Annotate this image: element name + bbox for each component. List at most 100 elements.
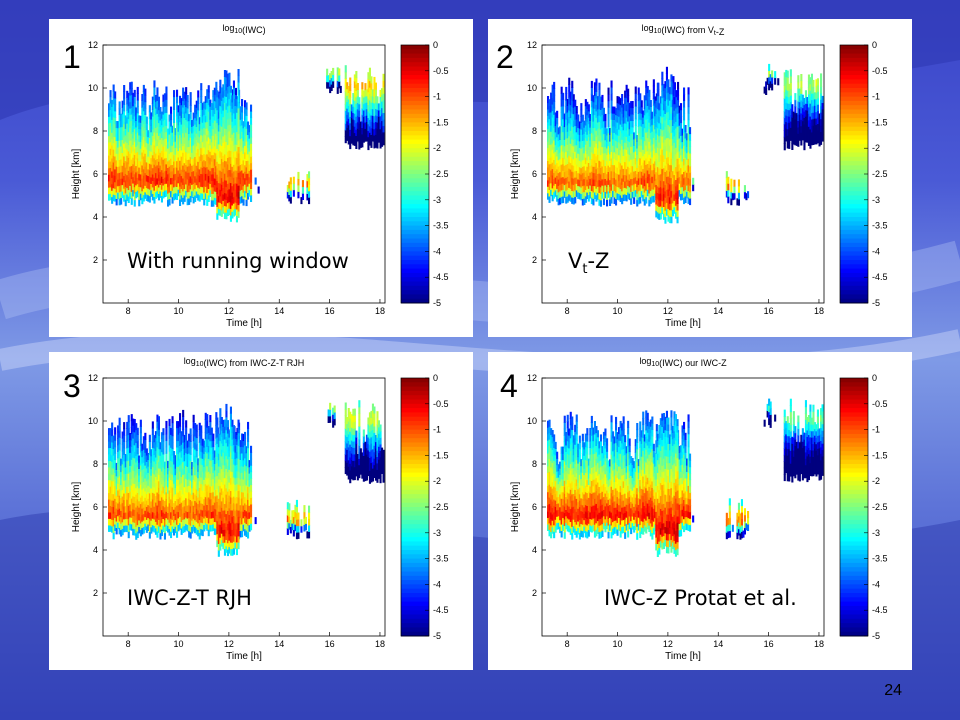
heatmap-cell xyxy=(609,186,612,194)
heatmap-cell xyxy=(550,150,553,158)
heatmap-cell xyxy=(222,110,225,118)
heatmap-cell xyxy=(130,152,133,160)
heatmap-cell xyxy=(599,109,602,117)
heatmap-cell xyxy=(242,140,245,148)
heatmap-cell xyxy=(168,172,171,180)
heatmap-cell xyxy=(645,183,648,191)
heatmap-cell xyxy=(289,177,292,185)
heatmap-cell xyxy=(117,140,120,148)
heatmap-cell xyxy=(816,136,819,144)
heatmap-cell xyxy=(587,188,590,196)
heatmap-cell xyxy=(219,182,222,190)
heatmap-cell xyxy=(159,526,162,534)
heatmap-cell xyxy=(126,512,129,520)
heatmap-cell xyxy=(153,183,156,191)
heatmap-cell xyxy=(346,108,349,116)
heatmap-cell xyxy=(150,157,153,165)
heatmap-cell xyxy=(203,159,206,167)
heatmap-cell xyxy=(584,182,587,190)
heatmap-cell xyxy=(198,188,201,196)
heatmap-cell xyxy=(569,169,572,177)
heatmap-cell xyxy=(145,525,148,533)
heatmap-cell xyxy=(356,83,359,90)
heatmap-cell xyxy=(159,493,162,501)
heatmap-cell xyxy=(162,499,165,507)
heatmap-cell xyxy=(557,191,560,199)
heatmap-cell xyxy=(652,188,655,196)
heatmap-cell xyxy=(108,161,111,169)
heatmap-cell xyxy=(651,118,654,126)
heatmap-cell xyxy=(121,508,124,516)
heatmap-cell xyxy=(138,167,141,175)
heatmap-cell xyxy=(625,123,628,131)
heatmap-cell xyxy=(675,90,678,98)
heatmap-cell xyxy=(153,177,156,185)
heatmap-cell xyxy=(163,493,166,501)
heatmap-cell xyxy=(637,139,640,147)
heatmap-cell xyxy=(362,129,365,137)
heatmap-cell xyxy=(791,123,794,131)
heatmap-cell xyxy=(195,126,198,134)
heatmap-cell xyxy=(124,192,127,200)
heatmap-cell xyxy=(580,122,583,130)
heatmap-cell xyxy=(108,524,111,532)
heatmap-cell xyxy=(136,93,139,101)
heatmap-cell xyxy=(580,141,583,149)
heatmap-cell xyxy=(801,120,804,128)
heatmap-cell xyxy=(160,131,163,139)
heatmap-cell xyxy=(554,151,557,159)
heatmap-cell xyxy=(182,94,185,102)
heatmap-cell xyxy=(163,164,166,172)
heatmap-cell xyxy=(619,117,622,125)
heatmap-cell xyxy=(129,95,132,103)
heatmap-cell xyxy=(162,512,165,519)
colorbar-segment xyxy=(401,285,429,291)
heatmap-cell xyxy=(135,191,138,199)
heatmap-cell xyxy=(153,441,156,449)
heatmap-cell xyxy=(550,124,553,132)
heatmap-cell xyxy=(651,189,654,197)
heatmap-cell xyxy=(631,178,634,186)
heatmap-cell xyxy=(180,123,183,131)
heatmap-cell xyxy=(139,510,142,517)
heatmap-cell xyxy=(800,74,803,82)
heatmap-cell xyxy=(229,98,232,106)
heatmap-cell xyxy=(571,119,574,127)
heatmap-cell xyxy=(370,127,373,135)
heatmap-cell xyxy=(124,121,127,129)
heatmap-cell xyxy=(141,495,144,503)
heatmap-cell xyxy=(111,480,114,488)
heatmap-cell xyxy=(147,194,150,202)
heatmap-cell xyxy=(171,138,174,146)
colorbar-segment xyxy=(401,290,429,295)
heatmap-cell xyxy=(191,152,194,160)
title-subscript: t xyxy=(714,30,716,37)
heatmap-cell xyxy=(344,103,347,111)
heatmap-cell xyxy=(628,193,631,201)
heatmap-cell xyxy=(127,118,130,126)
heatmap-cell xyxy=(553,140,556,147)
heatmap-cell xyxy=(129,120,132,128)
heatmap-cell xyxy=(661,194,664,202)
heatmap-cell xyxy=(138,199,141,207)
heatmap-cell xyxy=(553,172,556,180)
heatmap-cell xyxy=(649,177,652,185)
heatmap-cell xyxy=(677,88,680,96)
heatmap-cell xyxy=(157,513,160,520)
heatmap-cell xyxy=(148,467,151,475)
heatmap-cell xyxy=(235,150,238,158)
heatmap-cell xyxy=(689,172,692,180)
heatmap-cell xyxy=(584,105,587,113)
heatmap-cell xyxy=(587,175,590,183)
heatmap-cell xyxy=(245,121,248,129)
heatmap-cell xyxy=(595,162,598,170)
heatmap-cell xyxy=(135,436,138,444)
heatmap-cell xyxy=(362,109,365,117)
heatmap-cell xyxy=(191,190,194,198)
heatmap-cell xyxy=(154,495,157,503)
heatmap-cell xyxy=(587,123,590,131)
heatmap-cell xyxy=(223,70,226,77)
heatmap-cell xyxy=(189,111,192,119)
heatmap-cell xyxy=(771,76,774,84)
heatmap-cell xyxy=(624,180,627,188)
